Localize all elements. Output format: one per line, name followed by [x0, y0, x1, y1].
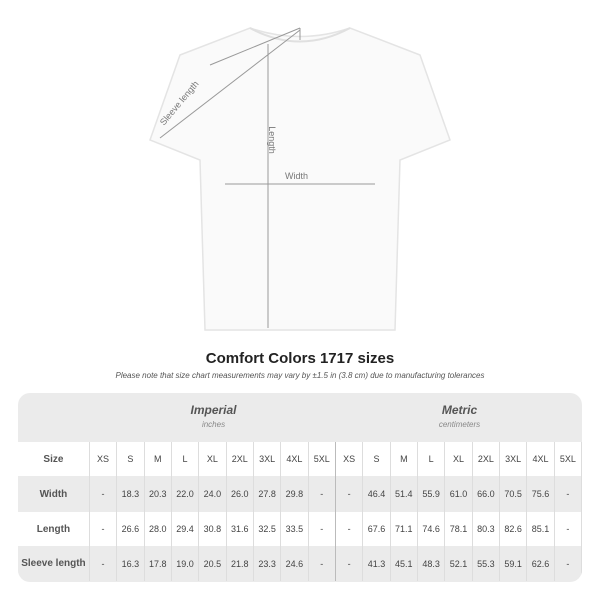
value-cell: - [555, 476, 582, 512]
value-cell: - [309, 546, 336, 581]
sleeve-measure-line [159, 29, 301, 139]
row-label: Width [18, 476, 90, 512]
value-cell: 20.5 [199, 546, 227, 581]
table-row: Length -26.6 28.0 29.4 30.8 31.6 32.5 33.5- -67.… [18, 512, 582, 546]
metric-unit: centimeters [438, 420, 481, 429]
value-cell: - [336, 546, 364, 581]
value-cell: - [309, 476, 336, 512]
size-header-cell: 4XL [281, 442, 309, 476]
chart-title: Comfort Colors 1717 sizes [205, 350, 395, 367]
value-cell: 74.6 [418, 512, 446, 546]
size-header-cell: 3XL [254, 442, 282, 476]
imperial-header: Imperial inches [90, 393, 337, 442]
size-header-cell: XL [199, 442, 227, 476]
value-cell: 26.6 [117, 512, 145, 546]
value-cell: - [90, 476, 118, 512]
value-cell: 66.0 [473, 476, 501, 512]
size-header-cell: S [117, 442, 145, 476]
value-cell: 24.6 [281, 546, 309, 581]
row-label: Sleeve length [18, 546, 90, 581]
size-header-cell: 3XL [500, 442, 528, 476]
value-cell: 75.6 [527, 476, 555, 512]
size-header-cell: XS [90, 442, 118, 476]
value-cell: 33.5 [281, 512, 309, 546]
value-cell: 48.3 [418, 546, 446, 581]
value-cell: 85.1 [527, 512, 555, 546]
size-header-cell: 4XL [527, 442, 555, 476]
value-cell: 28.0 [145, 512, 172, 546]
size-header-cell: L [418, 442, 446, 476]
value-cell: 30.8 [199, 512, 227, 546]
value-cell: 17.8 [145, 546, 172, 581]
size-header-cell: L [172, 442, 200, 476]
metric-header: Metric centimeters [337, 393, 582, 442]
value-cell: 51.4 [391, 476, 418, 512]
value-cell: 78.1 [445, 512, 473, 546]
imperial-unit: inches [201, 420, 226, 429]
value-cell: - [336, 476, 364, 512]
size-table: Imperial inches Metric centimeters Size X… [18, 393, 582, 582]
value-cell: 67.6 [363, 512, 391, 546]
table-row: Width -18.3 20.3 22.0 24.0 26.0 27.8 29.8- -46.4… [18, 476, 582, 512]
size-header-cell: 2XL [473, 442, 501, 476]
value-cell: 16.3 [117, 546, 145, 581]
size-header-cell: S [363, 442, 391, 476]
tshirt-illustration [149, 27, 451, 331]
size-header-cell: 5XL [309, 442, 336, 476]
length-label: Length [266, 126, 277, 154]
value-cell: 62.6 [527, 546, 555, 581]
value-cell: 31.6 [227, 512, 254, 546]
value-cell: 29.8 [281, 476, 309, 512]
value-cell: 22.0 [172, 476, 200, 512]
value-cell: 52.1 [445, 546, 473, 581]
value-cell: 55.3 [473, 546, 501, 581]
value-cell: 80.3 [473, 512, 501, 546]
size-header-cell: XL [445, 442, 473, 476]
size-header-cell: M [391, 442, 418, 476]
value-cell: 71.1 [391, 512, 418, 546]
value-cell: 23.3 [254, 546, 282, 581]
value-cell: 21.8 [227, 546, 254, 581]
value-cell: - [90, 512, 118, 546]
width-label: Width [285, 171, 309, 181]
value-cell: 46.4 [363, 476, 391, 512]
value-cell: 45.1 [391, 546, 418, 581]
metric-heading: Metric [441, 403, 478, 417]
value-cell: - [309, 512, 336, 546]
value-cell: 20.3 [145, 476, 172, 512]
value-cell: 70.5 [500, 476, 528, 512]
value-cell: 82.6 [500, 512, 528, 546]
value-cell: - [555, 546, 582, 581]
value-cell: 61.0 [445, 476, 473, 512]
row-label: Size [18, 442, 90, 476]
table-row: Size XS S M L XL 2XL 3XL 4XL 5XL XS S M L XL 2XL 3XL 4XL 5… [18, 442, 582, 476]
table-row: Sleeve length -16.3 17.8 19.0 20.5 21.8 23.3 24… [18, 546, 582, 581]
value-cell: 55.9 [418, 476, 446, 512]
value-cell: 32.5 [254, 512, 282, 546]
value-cell: 59.1 [500, 546, 528, 581]
size-header-cell: M [145, 442, 172, 476]
size-header-cell: XS [336, 442, 364, 476]
value-cell: 29.4 [172, 512, 200, 546]
imperial-heading: Imperial [190, 403, 237, 417]
tolerance-note: Please note that size chart measurements… [115, 371, 485, 380]
value-cell: - [555, 512, 582, 546]
value-cell: 18.3 [117, 476, 145, 512]
value-cell: 24.0 [199, 476, 227, 512]
value-cell: 41.3 [363, 546, 391, 581]
size-header-cell: 5XL [555, 442, 582, 476]
size-header-cell: 2XL [227, 442, 254, 476]
row-label: Length [18, 512, 90, 546]
value-cell: 26.0 [227, 476, 254, 512]
value-cell: 19.0 [172, 546, 200, 581]
value-cell: - [90, 546, 118, 581]
value-cell: - [336, 512, 364, 546]
value-cell: 27.8 [254, 476, 282, 512]
